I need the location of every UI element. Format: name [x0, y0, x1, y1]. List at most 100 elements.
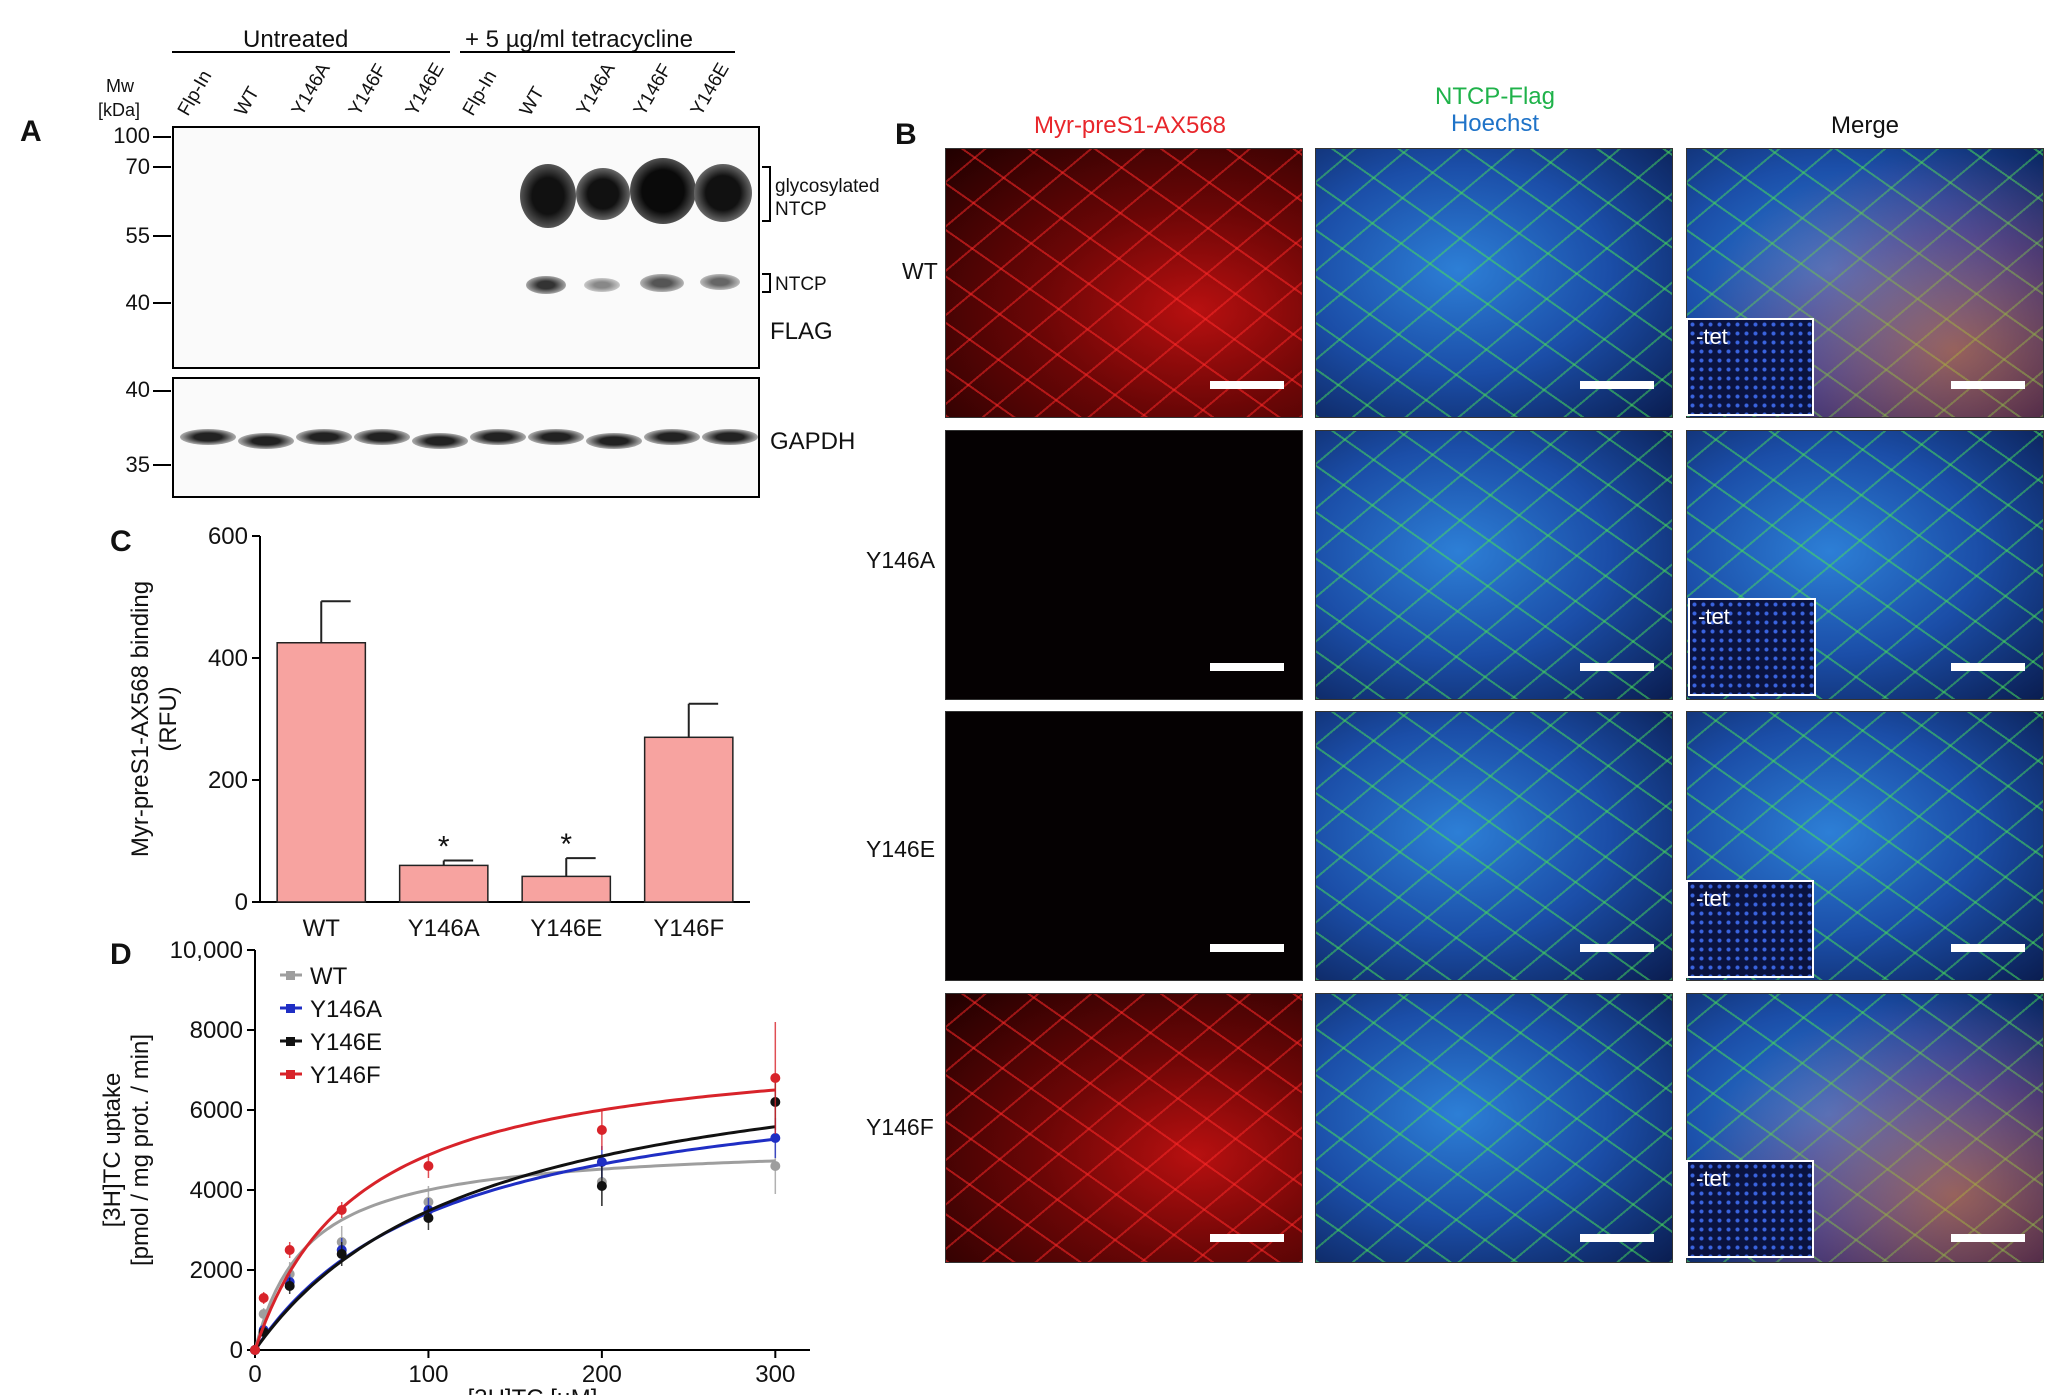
gapdh-band: [296, 429, 352, 445]
group-bar-tetracycline: [460, 51, 735, 53]
mw-tick-gapdh-40: [153, 390, 171, 392]
micrograph-green: [1315, 993, 1673, 1263]
bar: [276, 642, 367, 903]
band-ntcp-y146f: [640, 274, 684, 292]
y-axis-label: [3H]TC uptake: [99, 1073, 126, 1228]
column-label-blue: Hoechst: [1450, 110, 1540, 137]
y-tick-label: 0: [230, 1337, 243, 1364]
lane-label: Y146E: [401, 59, 449, 120]
y-tick-label: 8000: [190, 1017, 243, 1044]
gapdh-band: [412, 433, 468, 449]
lane-label: Flp-In: [173, 66, 217, 120]
significance-marker: *: [438, 831, 450, 864]
inset-label: -tet: [1696, 324, 1728, 349]
lane-label: Y146E: [686, 59, 734, 120]
inset-label: -tet: [1698, 604, 1730, 629]
group-bar-untreated: [172, 51, 450, 53]
lane-label: Y146F: [629, 60, 677, 120]
group-label-tetracycline: + 5 µg/ml tetracycline: [465, 26, 693, 53]
lane-label: WT: [515, 83, 549, 120]
y-tick-label: 2000: [190, 1257, 243, 1284]
fit-curve: [253, 1125, 776, 1351]
label-flag: FLAG: [770, 318, 833, 345]
bar: [398, 864, 489, 903]
lane-label: Y146F: [344, 60, 392, 120]
data-point: [596, 1181, 607, 1191]
inset-no-tetracycline: -tet: [1686, 318, 1814, 416]
column-label-merge: Merge: [1830, 112, 1900, 139]
y-tick-label: 200: [208, 767, 248, 794]
data-point: [423, 1213, 434, 1223]
mw-70: 70: [125, 154, 150, 179]
label-gapdh: GAPDH: [770, 428, 856, 455]
band-ntcp-y146a: [584, 278, 620, 292]
binding-bar-chart: 0 200 400 600 WT Y146A * Y146E * Y146F Myr-preS1-A…: [127, 523, 750, 942]
inset-no-tetracycline: -tet: [1686, 1160, 1814, 1258]
x-tick-label: 100: [408, 1361, 448, 1388]
gapdh-band: [238, 433, 294, 449]
legend-label: Y146E: [310, 1029, 382, 1056]
legend-label: Y146A: [310, 996, 382, 1023]
data-point: [250, 1345, 260, 1355]
band-ntcp-wt: [526, 276, 566, 294]
gapdh-band: [586, 433, 642, 449]
mw-gapdh-40: 40: [125, 377, 150, 402]
gapdh-band: [528, 429, 584, 445]
x-tick-label: 300: [755, 1361, 795, 1388]
micrograph-green: [1315, 148, 1673, 418]
y-tick-label: 600: [208, 523, 248, 550]
x-tick-label: WT: [303, 915, 341, 942]
lane-label: Flp-In: [458, 66, 502, 120]
gapdh-blot: [172, 377, 760, 498]
fit-curve: [253, 1088, 776, 1351]
legend-marker: [286, 971, 295, 980]
y-tick-label: 4000: [190, 1177, 243, 1204]
y-axis-label-unit: (RFU): [155, 686, 182, 751]
data-point: [258, 1293, 269, 1303]
scale-bar: [1580, 663, 1654, 671]
micrograph-row-label: Y146F: [866, 1114, 934, 1140]
label-glycosylated: glycosylated: [775, 176, 880, 197]
micrograph-green: [1315, 430, 1673, 700]
panel-label-c: C: [110, 525, 132, 558]
data-point: [284, 1281, 295, 1291]
scale-bar: [1580, 1234, 1654, 1242]
bracket-glycosylated: [762, 166, 771, 222]
data-point: [596, 1125, 607, 1135]
x-tick-label: Y146E: [530, 915, 602, 942]
band-glyco-y146f: [630, 158, 696, 224]
inset-no-tetracycline: -tet: [1686, 880, 1814, 978]
data-point: [770, 1133, 781, 1143]
micrograph-row-label: WT: [902, 258, 938, 284]
label-glycosylated-ntcp: NTCP: [775, 199, 827, 220]
panel-label-d: D: [110, 938, 132, 971]
group-label-untreated: Untreated: [243, 26, 349, 53]
legend-marker: [286, 1004, 295, 1013]
mw-tick-55: [153, 235, 171, 237]
x-tick-label: Y146F: [653, 915, 724, 942]
gapdh-band: [470, 429, 526, 445]
x-tick-label: 200: [582, 1361, 622, 1388]
micrograph-green: [1315, 711, 1673, 981]
data-point: [423, 1161, 434, 1171]
y-tick-label: 400: [208, 645, 248, 672]
mw-tick-100: [153, 136, 171, 138]
mw-40: 40: [125, 290, 150, 315]
band-glyco-y146a: [576, 168, 630, 220]
scale-bar: [1210, 944, 1284, 952]
mw-tick-70: [153, 166, 171, 168]
scale-bar: [1210, 663, 1284, 671]
scale-bar: [1210, 381, 1284, 389]
micrograph-red: [945, 430, 1303, 700]
uptake-kinetics-chart: 0 2000 4000 6000 8000 10,000 0 100 200 300 [3H]TC …: [99, 937, 810, 1395]
bar: [643, 736, 734, 903]
panel-label-b: B: [895, 118, 917, 151]
legend-label: WT: [310, 963, 348, 990]
legend-label: Y146F: [310, 1062, 381, 1089]
scale-bar: [1951, 1234, 2025, 1242]
bracket-ntcp: [762, 273, 771, 293]
y-axis-label-unit: [pmol / mg prot. / min]: [127, 1034, 154, 1266]
inset-no-tetracycline: -tet: [1688, 598, 1816, 696]
inset-label: -tet: [1696, 1166, 1728, 1191]
data-point: [284, 1245, 295, 1255]
